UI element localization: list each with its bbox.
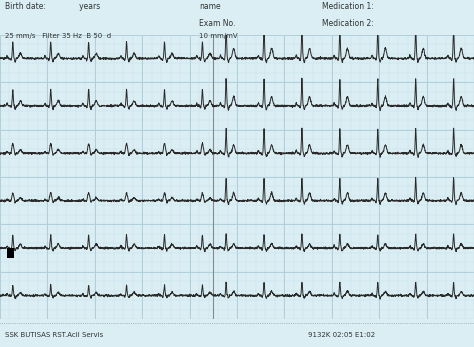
Text: 10 mm/mV: 10 mm/mV <box>199 33 237 39</box>
Text: Medication 2:: Medication 2: <box>322 19 374 28</box>
Text: 25 mm/s   Filter 35 Hz  B 50  d: 25 mm/s Filter 35 Hz B 50 d <box>5 33 111 39</box>
Text: Medication 1:: Medication 1: <box>322 2 374 11</box>
Text: name: name <box>199 2 221 11</box>
Text: Exam No.: Exam No. <box>199 19 236 28</box>
Bar <box>7 248 14 257</box>
Text: SSK BUTISAS RST.Acil Servis: SSK BUTISAS RST.Acil Servis <box>5 331 103 338</box>
Text: Birth date:              years: Birth date: years <box>5 2 100 11</box>
Text: 9132K 02:05 E1:02: 9132K 02:05 E1:02 <box>308 331 375 338</box>
